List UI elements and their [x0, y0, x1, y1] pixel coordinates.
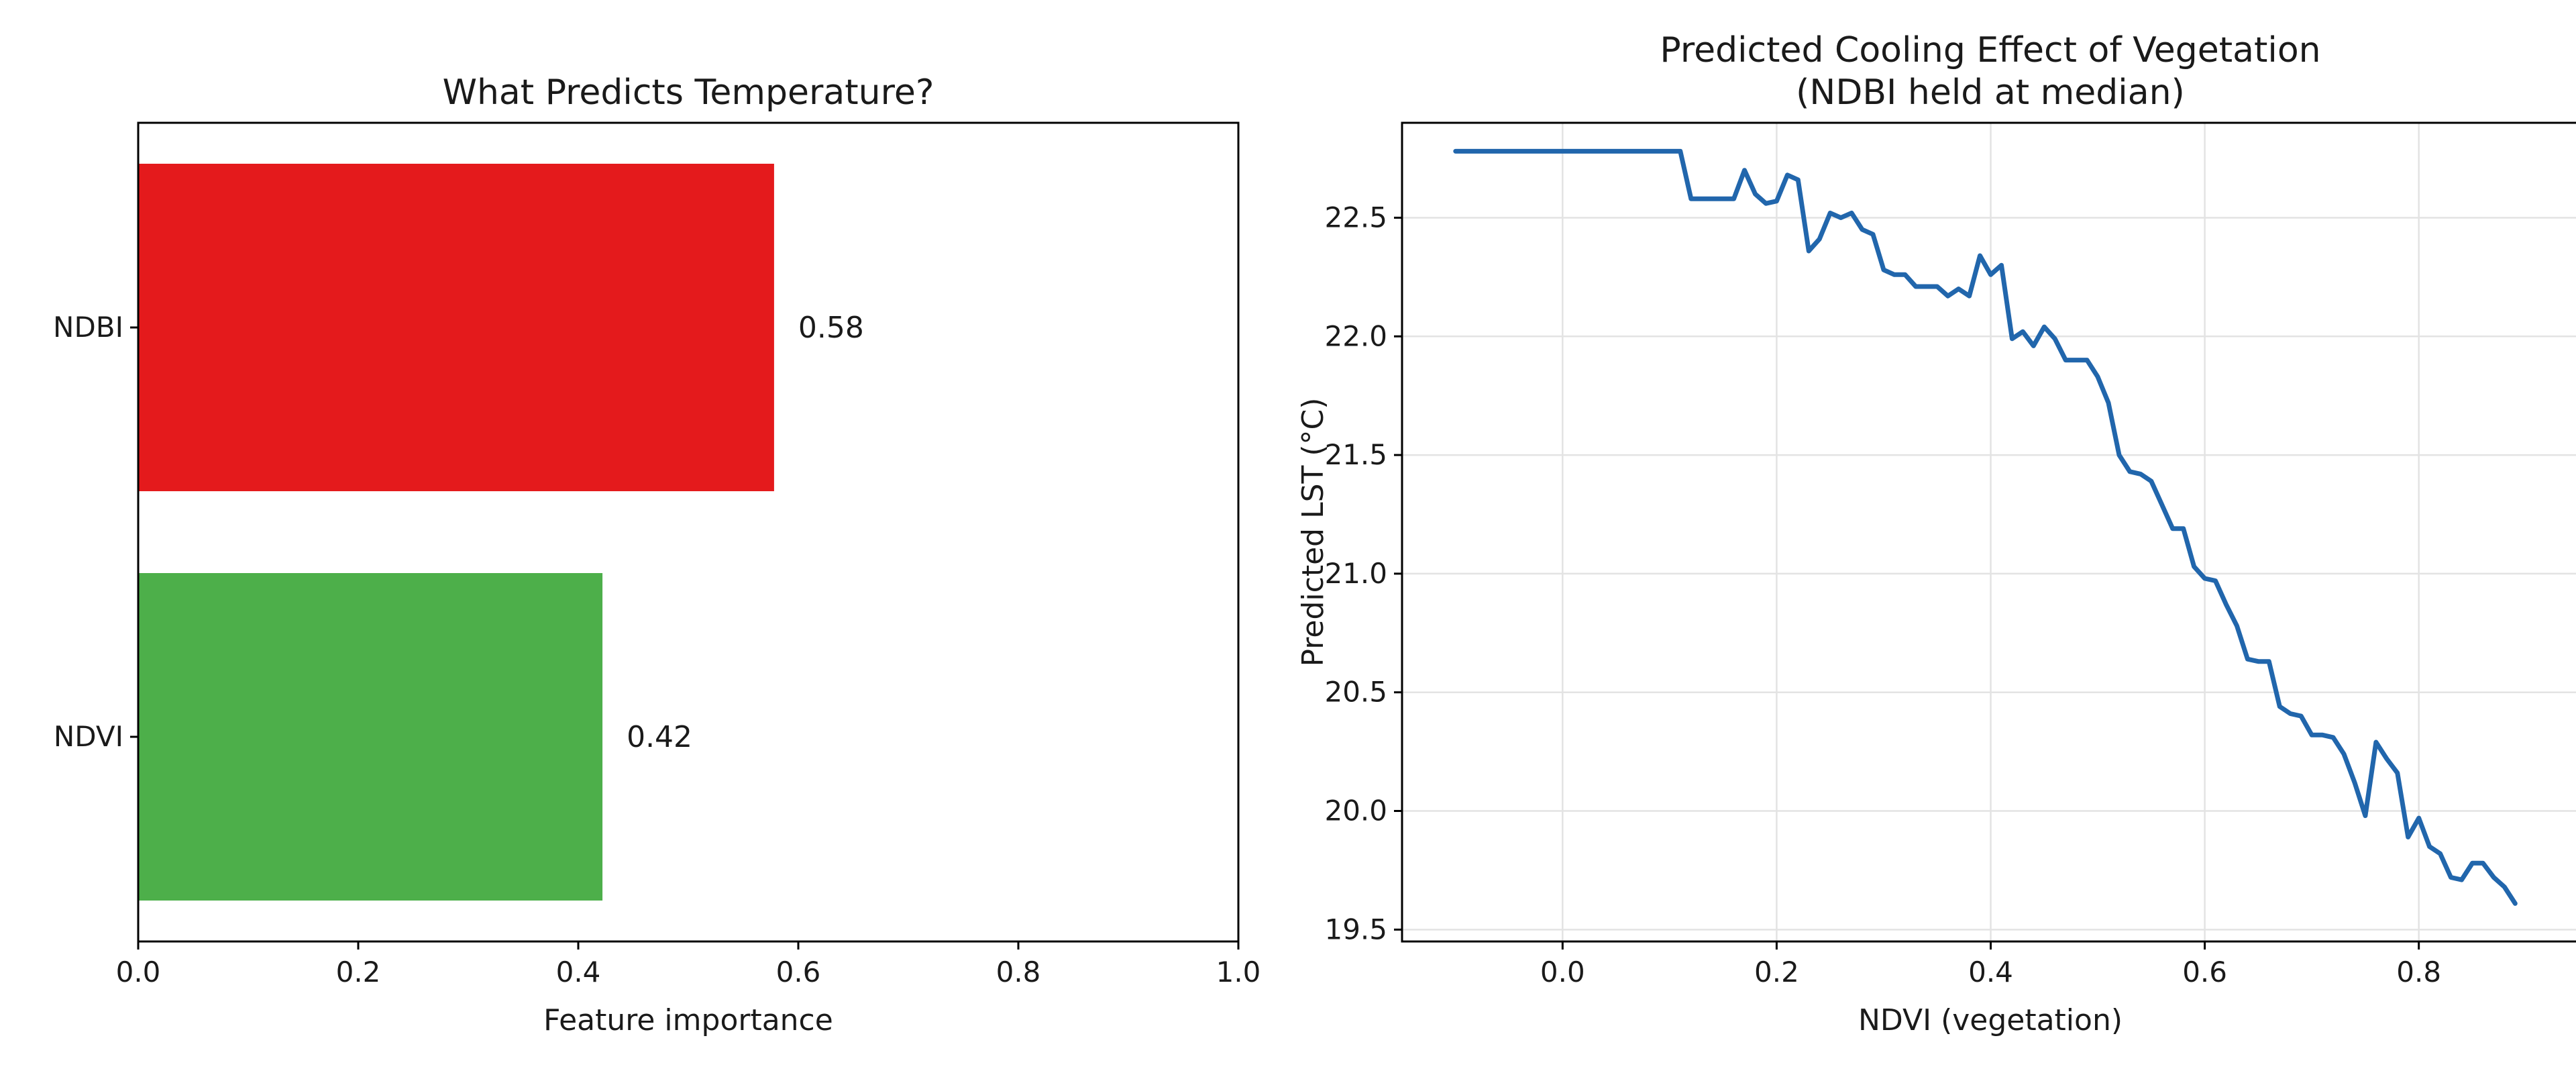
right-plot-frame	[1401, 121, 2576, 943]
left-x-tick-label: 0.2	[336, 956, 381, 988]
feature-importance-chart: What Predicts Temperature? 0.580.42 0.0 0…	[53, 72, 1260, 1037]
right-chart-subtitle: (NDBI held at median)	[1796, 72, 2185, 113]
right-y-axis-label: Predicted LST (°C)	[1296, 398, 1330, 667]
right-y-tick-label: 22.5	[1324, 201, 1387, 234]
right-chart-title: Predicted Cooling Effect of Vegetation	[1660, 30, 2320, 70]
right-gridlines	[1402, 123, 2576, 941]
left-y-ticks: NDBI NDVI	[53, 311, 138, 753]
right-x-tick-label: 0.0	[1540, 956, 1585, 988]
left-chart-title: What Predicts Temperature?	[443, 72, 934, 113]
predicted-lst-line	[1453, 148, 2518, 906]
left-x-tick-label: 0.4	[556, 956, 601, 988]
bar-value-label-ndvi: 0.42	[627, 720, 692, 754]
left-x-tick-label: 1.0	[1216, 956, 1261, 988]
right-y-tick-label: 20.0	[1324, 795, 1387, 827]
right-x-axis-label: NDVI (vegetation)	[1858, 1003, 2123, 1037]
right-y-tick-label: 19.5	[1324, 913, 1387, 946]
right-y-tick-label: 22.0	[1324, 319, 1387, 352]
right-x-tick-label: 0.8	[2396, 956, 2441, 988]
y-tick-label-ndbi: NDBI	[53, 311, 123, 344]
right-x-ticks: 0.0 0.2 0.4 0.6 0.8	[1540, 941, 2441, 988]
right-y-tick-label: 20.5	[1324, 676, 1387, 709]
cooling-effect-chart: Predicted Cooling Effect of Vegetation (…	[1296, 30, 2576, 1037]
left-x-axis-label: Feature importance	[543, 1003, 833, 1037]
bar-ndvi	[138, 573, 603, 901]
left-x-tick-label: 0.0	[116, 956, 161, 988]
bar-value-label-ndbi: 0.58	[798, 311, 864, 345]
bar-group: 0.58 0.42	[138, 164, 864, 901]
right-y-tick-label: 21.5	[1324, 438, 1387, 471]
right-x-tick-label: 0.4	[1968, 956, 2013, 988]
bar-ndbi	[138, 164, 774, 491]
right-y-tick-label: 21.0	[1324, 557, 1387, 590]
left-plot-frame	[137, 121, 1240, 943]
left-x-tick-label: 0.8	[996, 956, 1041, 988]
right-y-ticks: 19.5 20.0 20.5 21.0 21.5 22.0 22.5	[1324, 201, 1402, 946]
left-x-tick-label: 0.6	[776, 956, 821, 988]
y-tick-label-ndvi: NDVI	[54, 720, 123, 753]
right-x-tick-label: 0.2	[1754, 956, 1799, 988]
right-x-tick-label: 0.6	[2182, 956, 2227, 988]
left-x-ticks: 0.0 0.2 0.4 0.6 0.8 1.0	[116, 941, 1261, 988]
